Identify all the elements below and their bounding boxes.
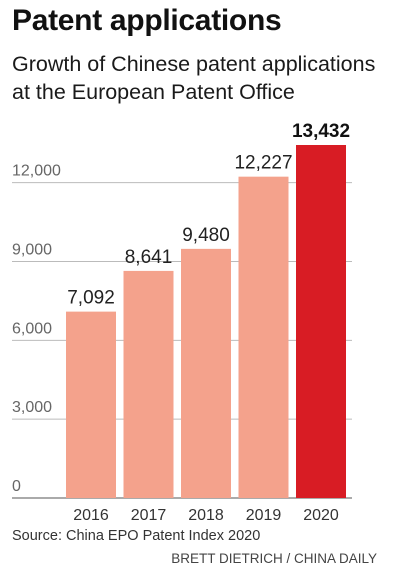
bar-value-label: 12,227 <box>234 153 292 174</box>
y-tick-label: 3,000 <box>12 399 52 416</box>
x-tick-label: 2017 <box>131 507 167 524</box>
y-tick-label: 12,000 <box>12 163 61 180</box>
credit-note: BRETT DIETRICH / CHINA DAILY <box>171 551 377 566</box>
bar-2019 <box>238 176 289 498</box>
chart-subtitle: Growth of Chinese patent applications at… <box>12 52 376 104</box>
bar-2017 <box>123 270 174 498</box>
bar-2020 <box>296 145 346 498</box>
y-tick-label: 0 <box>12 478 21 495</box>
y-tick-label: 9,000 <box>12 241 52 258</box>
y-axis-ticks: 0 3,000 6,000 9,000 12,000 <box>12 163 61 495</box>
bar-2016 <box>66 311 116 498</box>
bars <box>66 145 346 498</box>
x-tick-label: 2020 <box>303 507 339 524</box>
chart-title: Patent applications <box>12 4 282 37</box>
x-tick-label: 2019 <box>246 507 282 524</box>
x-tick-label: 2016 <box>73 507 109 524</box>
bar-value-label: 9,480 <box>182 225 230 246</box>
x-axis-ticks: 2016 2017 2018 2019 2020 <box>73 507 339 524</box>
bar-2018 <box>181 248 231 498</box>
x-tick-label: 2018 <box>188 507 224 524</box>
source-note: Source: China EPO Patent Index 2020 <box>12 528 261 544</box>
bar-value-label: 13,432 <box>292 121 350 142</box>
y-tick-label: 6,000 <box>12 320 52 337</box>
bar-value-label: 8,641 <box>125 247 173 268</box>
bar-value-label: 7,092 <box>67 288 115 309</box>
